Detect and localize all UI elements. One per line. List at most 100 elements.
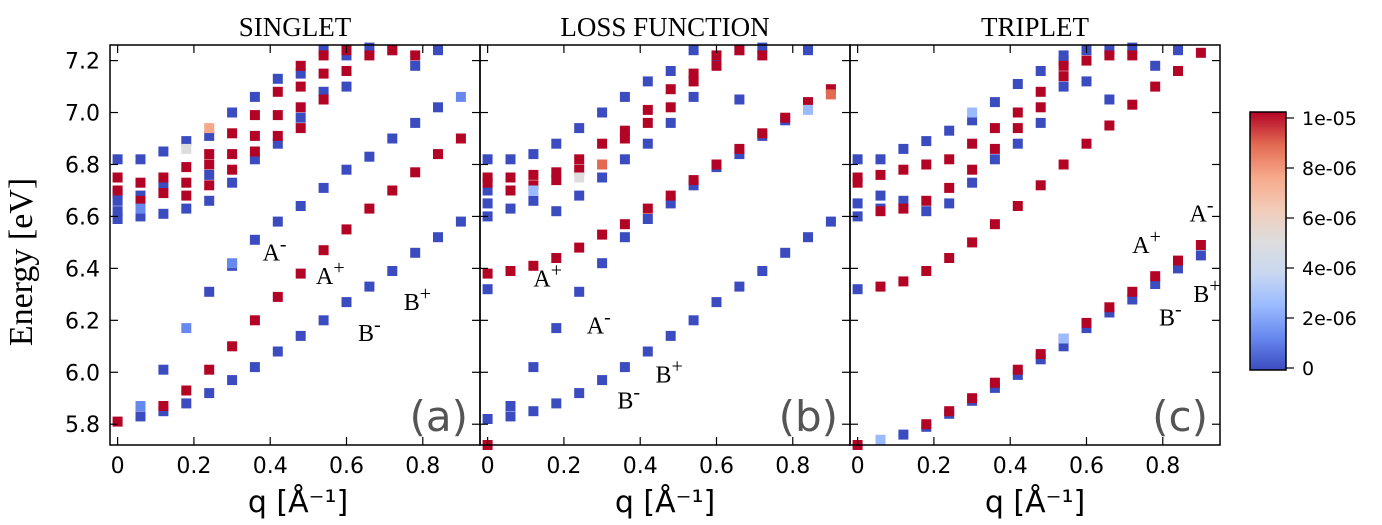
data-point [825,89,836,100]
data-point [204,388,215,399]
data-point [135,177,146,188]
panel-a: SINGLET 0 0.2 0.4 0.6 0.8 5.8 6.0 6.2 6.4 6.6 6.8 7.… [65,12,481,479]
data-point [574,123,585,134]
data-point [757,266,768,276]
data-point [318,315,329,326]
data-point [642,76,653,87]
data-point [1173,45,1183,56]
data-point [112,214,123,224]
data-point [989,123,1000,134]
panel-title-c: TRIPLET [981,12,1089,42]
data-point [1104,50,1115,61]
annotations-b: A+ A- B- B+ [533,260,682,415]
data-point [505,401,516,411]
data-point [597,138,608,149]
data-point [295,201,306,211]
data-point [1058,71,1069,82]
data-point [295,68,306,79]
markers-b [482,42,836,450]
data-point [227,149,238,160]
data-point [249,110,260,121]
data-point [135,203,146,214]
data-point [688,175,699,186]
data-point [1058,341,1069,352]
data-point [711,55,722,66]
data-point [505,411,516,422]
data-point [780,247,791,258]
data-point [757,42,768,53]
data-point [944,154,955,165]
data-point [272,73,283,84]
data-point [181,162,192,173]
data-point [181,136,192,147]
data-point [387,185,398,196]
data-point [158,180,169,191]
plot-frame-a [109,44,481,446]
data-point [852,154,863,165]
data-point [1195,240,1206,250]
data-point [1035,102,1046,113]
data-point [433,149,443,160]
data-point [528,260,539,271]
data-point [619,219,630,230]
data-point [875,281,886,292]
data-point [688,91,699,102]
data-point [528,149,539,160]
data-point [711,159,722,170]
data-point [898,164,909,175]
data-point [597,107,608,118]
data-point [688,76,699,87]
data-point [619,154,630,165]
panel-b: LOSS FUNCTION 0 0.2 0.4 0.6 0.8 A+ A- B- B+ (b) [479,12,851,479]
data-point [318,45,329,56]
data-point [227,177,238,188]
data-point [204,195,215,206]
data-point [455,91,466,102]
data-point [482,284,493,295]
data-point [528,362,539,373]
data-point [597,229,608,240]
data-point [135,411,146,422]
data-point [875,434,886,445]
data-point [227,258,238,269]
y-axis-label: Energy [eV] [3,178,40,346]
branch-label: B+ [655,356,682,389]
data-point [734,281,745,292]
data-point [158,406,169,417]
data-point [482,177,493,188]
data-point [135,154,146,165]
data-point [455,133,466,144]
data-point [482,185,493,196]
annotations-a: A- A+ B- B+ [263,234,431,348]
data-point [803,97,813,108]
data-point [734,45,745,56]
data-point [272,346,283,357]
data-point [967,177,978,188]
data-point [181,203,192,214]
data-point [688,315,699,326]
data-point [944,125,955,136]
data-point [295,81,306,92]
data-point [875,154,886,165]
data-point [364,151,375,162]
data-point [574,388,585,399]
data-point [181,190,192,201]
data-point [227,164,238,175]
data-point [1195,47,1206,58]
branch-label: B- [617,382,640,415]
data-point [1012,201,1023,211]
x-tick-label: 0.8 [1145,454,1180,479]
data-point [1035,354,1046,365]
data-point [295,102,306,113]
x-tick-label: 0.8 [775,454,810,479]
x-tick-label: 0.2 [546,454,581,479]
data-point [341,50,352,61]
data-point [1173,263,1183,274]
y-tick-label: 6.0 [65,361,100,386]
data-point [318,182,329,193]
data-point [967,107,978,118]
y-tick-label: 5.8 [65,413,100,438]
data-point [597,258,608,269]
data-point [528,169,539,180]
data-point [227,107,238,118]
